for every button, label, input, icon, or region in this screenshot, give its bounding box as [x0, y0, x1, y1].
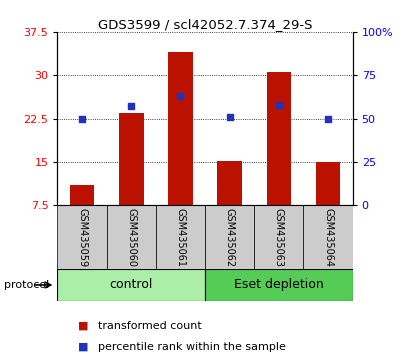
- Bar: [217, 161, 241, 205]
- Text: GSM435061: GSM435061: [175, 208, 185, 267]
- Point: [128, 104, 134, 109]
- Bar: [204, 269, 352, 301]
- Point: [226, 114, 232, 120]
- Text: GSM435062: GSM435062: [224, 207, 234, 267]
- Text: protocol: protocol: [4, 280, 49, 290]
- Text: GSM435060: GSM435060: [126, 208, 136, 267]
- Bar: [106, 205, 155, 269]
- Point: [275, 102, 281, 108]
- Bar: [315, 162, 339, 205]
- Point: [177, 93, 183, 99]
- Bar: [204, 205, 254, 269]
- Bar: [119, 113, 143, 205]
- Text: GSM435063: GSM435063: [273, 208, 283, 267]
- Bar: [303, 205, 352, 269]
- Text: Eset depletion: Eset depletion: [234, 279, 323, 291]
- Bar: [254, 205, 303, 269]
- Text: transformed count: transformed count: [98, 321, 202, 331]
- Bar: [155, 205, 204, 269]
- Bar: [168, 52, 192, 205]
- Bar: [57, 205, 106, 269]
- Bar: [266, 72, 290, 205]
- Text: GSM435059: GSM435059: [77, 207, 87, 267]
- Text: percentile rank within the sample: percentile rank within the sample: [98, 342, 285, 352]
- Text: GSM435064: GSM435064: [322, 208, 332, 267]
- Text: control: control: [109, 279, 153, 291]
- Point: [79, 116, 85, 121]
- Bar: [57, 269, 204, 301]
- Title: GDS3599 / scl42052.7.374_29-S: GDS3599 / scl42052.7.374_29-S: [97, 18, 312, 31]
- Point: [324, 116, 330, 121]
- Text: ■: ■: [78, 321, 88, 331]
- Bar: [70, 185, 94, 205]
- Text: ■: ■: [78, 342, 88, 352]
